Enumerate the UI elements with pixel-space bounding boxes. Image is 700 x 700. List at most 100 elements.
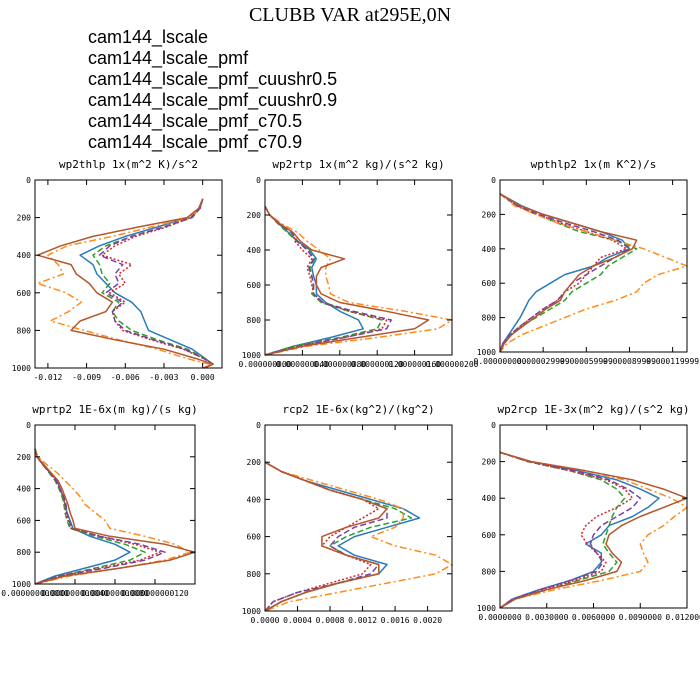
series-line [264, 205, 430, 356]
y-tick-label: 800 [247, 570, 262, 579]
y-tick-label: 600 [17, 289, 32, 298]
x-tick-label: 0.000119999 [646, 357, 699, 366]
y-tick-label: 800 [482, 314, 497, 323]
series-line [264, 205, 392, 356]
series-line [264, 461, 380, 612]
series-line [34, 448, 161, 585]
x-tick-label: 0.0000 [251, 616, 280, 625]
series-line [101, 198, 214, 369]
y-tick-label: 400 [247, 495, 262, 504]
series-line [499, 451, 642, 609]
plot-frame [499, 179, 688, 353]
y-tick-label: 200 [17, 214, 32, 223]
legend-label: cam144_lscale [88, 27, 209, 47]
y-tick-label: 800 [482, 567, 497, 576]
plot-frame [34, 179, 223, 369]
y-tick-label: 400 [17, 485, 32, 494]
y-tick-label: 0 [26, 421, 31, 430]
y-tick-label: 1000 [477, 348, 496, 357]
legend-entry: cam144_lscale_pmf_cuushr0.9 [64, 90, 337, 111]
x-tick-label: 0.000000200 [426, 360, 479, 369]
y-tick-label: 200 [482, 458, 497, 467]
series-line [499, 451, 688, 609]
x-tick-label: -0.006 [111, 373, 140, 382]
series-line [264, 461, 413, 612]
y-tick-label: 200 [482, 210, 497, 219]
x-tick-label: 0.0004 [283, 616, 312, 625]
x-tick-label: 0.0012 [348, 616, 377, 625]
y-tick-label: 400 [17, 251, 32, 260]
x-tick-label: 0.000000080 [313, 360, 366, 369]
legend: cam144_lscale cam144_lscale_pmf cam144_l… [64, 27, 337, 153]
legend-entry: cam144_lscale_pmf_cuushr0.5 [64, 69, 337, 90]
legend-entry: cam144_lscale_pmf_c70.9 [64, 132, 337, 153]
y-tick-label: 0 [26, 176, 31, 185]
plot-frame [499, 424, 688, 609]
series-line [264, 205, 383, 356]
x-tick-label: 0.0030000 [525, 613, 569, 622]
series-line [264, 205, 364, 356]
y-tick-label: 400 [482, 494, 497, 503]
panel-title: wp2rcp 1E-3x(m^2 kg)/(s^2 kg) [497, 403, 689, 416]
y-tick-label: 0 [256, 421, 261, 430]
x-tick-label: 0.000000000000 [1, 589, 69, 598]
x-tick-label: 0.0016 [381, 616, 410, 625]
series-line [499, 193, 638, 353]
y-tick-label: 200 [247, 211, 262, 220]
series-line [264, 461, 388, 612]
x-tick-label: 0.0008 [316, 616, 345, 625]
series-line [36, 198, 210, 369]
series-line [499, 451, 688, 609]
x-tick-label: 0.000000120 [351, 360, 404, 369]
legend-entry: cam144_lscale_pmf [64, 48, 337, 69]
series-line [264, 461, 388, 612]
y-tick-label: 400 [247, 246, 262, 255]
y-tick-label: 600 [247, 281, 262, 290]
plot-frame [264, 179, 453, 356]
series-line [264, 205, 453, 356]
y-tick-label: 200 [17, 453, 32, 462]
y-tick-label: 600 [17, 516, 32, 525]
legend-entry: cam144_lscale [64, 27, 337, 48]
series-line [264, 461, 453, 612]
panel-title: rcp2 1E-6x(kg^2)/(kg^2) [282, 403, 434, 416]
legend-label: cam144_lscale_pmf [88, 48, 249, 68]
y-tick-label: 600 [247, 533, 262, 542]
x-tick-label: -0.009 [72, 373, 101, 382]
y-tick-label: 800 [17, 548, 32, 557]
series-line [36, 198, 214, 369]
x-tick-label: 0.000000000 [474, 357, 527, 366]
y-tick-label: 1000 [12, 364, 31, 373]
panel-title: wp2thlp 1x(m^2 K)/s^2 [59, 158, 198, 171]
panel-title: wp2rtp 1x(m^2 kg)/(s^2 kg) [272, 158, 444, 171]
x-tick-label: 0.0120000 [665, 613, 700, 622]
series-line [34, 448, 196, 585]
y-tick-label: 1000 [477, 604, 496, 613]
x-tick-label: 0.0060000 [572, 613, 616, 622]
x-tick-label: 0.000000160 [388, 360, 441, 369]
x-tick-label: 0.000 [191, 373, 215, 382]
figure-title: CLUBB VAR at295E,0N [248, 4, 452, 26]
series-line [499, 451, 660, 609]
series-line [499, 451, 626, 609]
x-tick-label: 0.000000000 [239, 360, 292, 369]
series-line [34, 448, 146, 585]
x-tick-label: 0.000029999 [517, 357, 570, 366]
x-tick-label: 0.0020 [413, 616, 442, 625]
y-tick-label: 600 [482, 279, 497, 288]
y-tick-label: 0 [491, 176, 496, 185]
y-tick-label: 0 [256, 176, 261, 185]
x-tick-label: 0.000000040 [276, 360, 329, 369]
y-tick-label: 1000 [242, 607, 261, 616]
y-tick-label: 800 [247, 316, 262, 325]
x-tick-label: 0.0090000 [619, 613, 663, 622]
y-tick-label: 1000 [242, 351, 261, 360]
x-tick-label: 0.000000000040 [41, 589, 109, 598]
legend-entry: cam144_lscale_pmf_c70.5 [64, 111, 337, 132]
series-line [499, 193, 688, 353]
series-line [34, 448, 166, 585]
legend-label: cam144_lscale_pmf_cuushr0.5 [88, 69, 338, 89]
x-tick-label: 0.000000000120 [121, 589, 189, 598]
legend-label: cam144_lscale_pmf_c70.5 [88, 111, 303, 131]
